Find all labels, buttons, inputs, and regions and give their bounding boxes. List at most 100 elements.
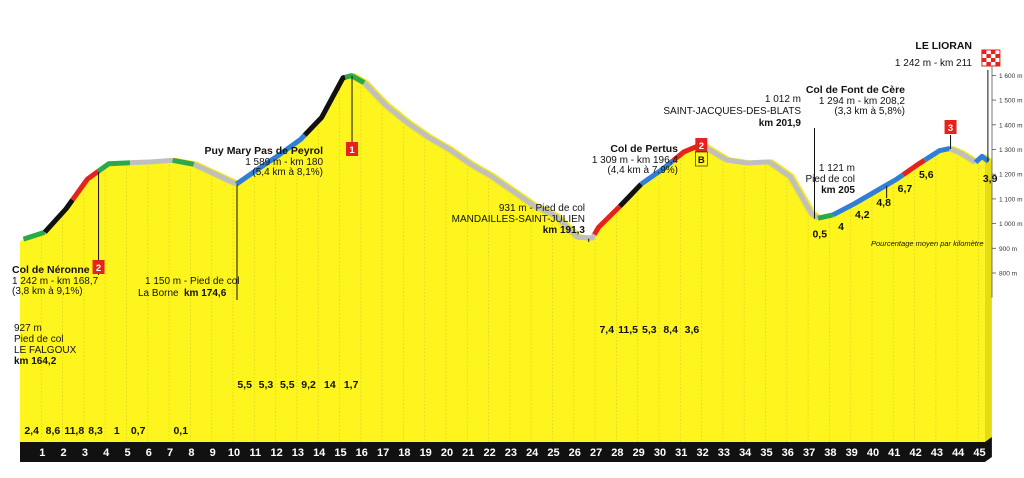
annotation-line: 1 242 m - km 168,7 — [12, 276, 99, 287]
gradient-label: 5,3 — [642, 324, 657, 336]
badge-label: 2 — [699, 141, 704, 152]
annotation-line: SAINT-JACQUES-DES-BLATS — [663, 106, 801, 117]
road-segment — [172, 157, 195, 167]
annotation-km: km 191,3 — [543, 225, 586, 236]
gradient-label: 9,2 — [301, 379, 316, 391]
climb-category-badge — [695, 151, 708, 167]
finish-flag-icon — [981, 49, 1001, 67]
gradient-label: 0,1 — [173, 425, 188, 437]
km-label: 29 — [633, 447, 645, 459]
annotation-title: Col de Font de Cère — [806, 84, 905, 96]
km-label: 13 — [292, 447, 304, 459]
km-label: 5 — [124, 447, 130, 459]
km-label: 18 — [398, 447, 410, 459]
axis-tick-label: 1 000 m — [999, 221, 1023, 228]
annotation-line: (5,4 km à 8,1%) — [252, 167, 323, 178]
km-label: 19 — [420, 447, 432, 459]
annotation-line: (3,8 km à 9,1%) — [12, 286, 83, 297]
km-label: 40 — [867, 447, 879, 459]
km-label: 24 — [526, 447, 539, 459]
km-label: 22 — [483, 447, 495, 459]
km-label: 9 — [210, 447, 216, 459]
annotation-line: 931 m - Pied de col — [499, 203, 585, 214]
km-label: 38 — [824, 447, 836, 459]
gradient-label: 8,4 — [663, 324, 678, 336]
annotation-line: 927 m — [14, 323, 42, 334]
km-label: 41 — [888, 447, 900, 459]
km-label: 3 — [82, 447, 88, 459]
axis-tick-label: 800 m — [999, 271, 1017, 278]
gradient-label: 3,9 — [983, 173, 998, 185]
profile-side-face — [984, 158, 992, 443]
road-segment — [235, 133, 307, 187]
climb-category-badge — [944, 120, 957, 134]
annotation-title: Col de Pertus — [610, 143, 678, 155]
axis-tick-label: 1 600 m — [999, 73, 1023, 80]
annotation-title: LE LIORAN — [915, 40, 972, 52]
km-label: 10 — [228, 447, 240, 459]
gradient-labels: 2,4 8,6 11,8 8,3 1 0,7 0,1 5,5 5,3 5,5 9,2 14 1,7 7,4… — [24, 169, 997, 437]
km-label: 12 — [270, 447, 282, 459]
road-segment — [592, 204, 622, 236]
road-segment — [42, 198, 75, 234]
km-label: 25 — [547, 447, 559, 459]
km-label: 7 — [167, 447, 173, 459]
km-base-strip: 1 2 3 4 5 6 7 8 9 10 11 12 13 14 15 16 17 18 19 20 21 22 23 24 2… — [20, 437, 992, 462]
road-segment — [70, 169, 100, 202]
km-label: 14 — [313, 447, 326, 459]
km-label: 11 — [249, 447, 261, 459]
km-label: 28 — [611, 447, 623, 459]
badge-label: 2 — [96, 263, 101, 274]
gradient-label: 5,5 — [237, 379, 252, 391]
badge-label: B — [698, 155, 705, 166]
road-segment — [302, 74, 346, 137]
profile-front-face — [20, 78, 985, 442]
annotation-km: km 164,2 — [14, 356, 57, 367]
road-segment — [129, 157, 173, 166]
gradient-label: 11,8 — [64, 425, 84, 437]
annotation-line: LE FALGOUX — [14, 345, 77, 356]
road-segment — [618, 182, 644, 209]
annotation-place: La Borne — [138, 288, 179, 299]
gradient-label: 7,4 — [599, 324, 614, 336]
gradient-label: 4,2 — [855, 209, 870, 221]
road-segment — [344, 73, 366, 85]
gradient-label: 6,7 — [898, 183, 913, 195]
gradient-label: 0,5 — [812, 229, 827, 241]
annotation-line: 1 589 m - km 180 — [245, 157, 323, 168]
km-label: 33 — [718, 447, 730, 459]
annotation-km: km 174,6 — [184, 288, 227, 299]
annotation-title: Puy Mary Pas de Peyrol — [205, 145, 324, 157]
road-segment — [192, 162, 238, 187]
road-segment — [901, 158, 926, 177]
km-label: 34 — [739, 447, 752, 459]
road-segment — [973, 153, 990, 165]
annotation-line: Pied de col — [806, 174, 855, 185]
axis-title: Pourcentage moyen par kilomètre — [871, 239, 984, 248]
road-segment — [817, 212, 834, 221]
gradient-label: 1,7 — [344, 379, 359, 391]
road-segment — [703, 144, 820, 221]
km-label: 16 — [356, 447, 368, 459]
km-label: 45 — [973, 447, 985, 459]
km-label: 42 — [909, 447, 921, 459]
axis-tick-label: 900 m — [999, 246, 1017, 253]
road-segment — [96, 160, 131, 174]
km-label: 21 — [462, 447, 474, 459]
annotation-line: 1 150 m - Pied de col — [145, 276, 240, 287]
annotation-line: 1 309 m - km 196,4 — [592, 155, 679, 166]
axis-tick-label: 1 300 m — [999, 147, 1023, 154]
profile-body — [20, 73, 992, 443]
km-label: 30 — [654, 447, 666, 459]
road-segment — [831, 172, 905, 218]
axis-tick-label: 1 500 m — [999, 98, 1023, 105]
annotation-line: (3,3 km à 5,8%) — [834, 106, 905, 117]
badge-label: 1 — [349, 145, 355, 156]
annotation-line: 1 294 m - km 208,2 — [819, 96, 906, 107]
road-segment — [362, 81, 597, 241]
annotation-line: MANDAILLES-SAINT-JULIEN — [452, 214, 585, 225]
gradient-label: 0,7 — [131, 425, 146, 437]
gradient-road-line — [22, 73, 990, 242]
